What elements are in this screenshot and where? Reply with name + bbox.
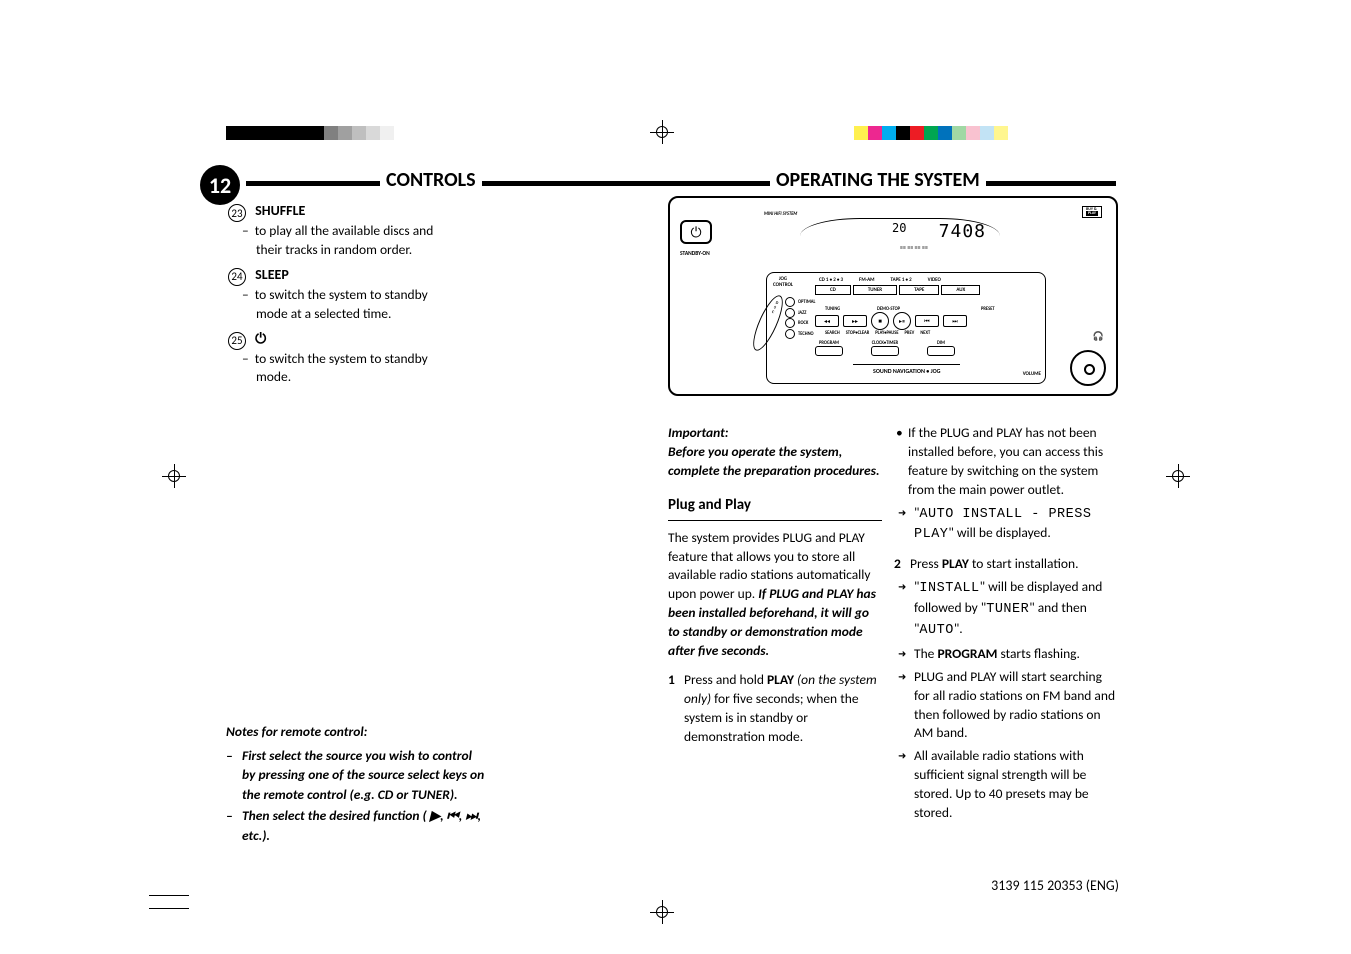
diag-transport-labels: SEARCHSTOP•CLEARPLAY•PAUSEPREVNEXT — [825, 331, 930, 336]
item-desc: to play all the available discs and thei… — [256, 222, 456, 260]
important-label: Important: — [668, 424, 729, 441]
diag-transport-buttons: ◂◂▸▸■▸⏸⏮⏭ — [815, 315, 967, 330]
diag-system-label: MINI HIFI SYSTEM — [764, 212, 797, 217]
document-code: 3139 115 20353 (ENG) — [991, 877, 1119, 894]
diag-source-labels: CD 1 • 2 • 3FM-AMTAPE 1 • 2VIDEO — [819, 277, 941, 283]
notes-line: Then select the desired function ( ▶, ⏮,… — [226, 806, 486, 845]
registration-mark-top — [650, 120, 674, 144]
item-title: SHUFFLE — [255, 202, 305, 219]
system-diagram: MINI HIFI SYSTEM ⏻ STANDBY-ON 20 7408 ≡≡… — [668, 196, 1118, 396]
step-text: to start installation. — [969, 555, 1079, 572]
item-number: 25 — [228, 332, 246, 350]
notes-header: Notes for remote control: — [226, 722, 486, 742]
registration-mark-left — [162, 464, 186, 488]
diag-jog-label: JOGCONTROL — [773, 277, 793, 288]
diag-volume-knob — [1070, 350, 1106, 386]
step-bold: PLAY — [942, 555, 969, 572]
controls-list: 23 SHUFFLE to play all the available dis… — [228, 202, 638, 393]
result-stored: All available radio stations with suffic… — [894, 747, 1118, 823]
result-program: The PROGRAM starts flashing. — [894, 645, 1118, 664]
diag-jog-wheel: DSC — [748, 292, 789, 354]
diag-lcd: 20 7408 ≡≡ ≡≡ ≡≡ ≡≡ — [800, 218, 1000, 254]
text-column-b: If the PLUG and PLAY has not been instal… — [894, 424, 1118, 823]
print-color-bar-left — [226, 126, 408, 140]
txt: " will be displayed. — [948, 524, 1050, 541]
important-text: Before you operate the system, complete … — [668, 443, 880, 479]
diag-lcd-big: 7408 — [939, 221, 986, 242]
step-1: 1 Press and hold PLAY (on the system onl… — [668, 671, 882, 747]
lcd-text: INSTALL — [919, 581, 979, 596]
result-searching: PLUG and PLAY will start searching for a… — [894, 668, 1118, 744]
registration-mark-bottom — [650, 900, 674, 924]
heading-controls: CONTROLS — [380, 168, 482, 192]
item-number: 24 — [228, 268, 246, 286]
step-2: 2 Press PLAY to start installation. — [894, 555, 1118, 574]
item-desc: to switch the system to standby mode at … — [256, 286, 456, 324]
txt: starts flashing. — [997, 645, 1080, 662]
diag-control-panel: JOGCONTROL DSC OPTIMALJAZZROCKTECHNO CD … — [766, 272, 1046, 384]
diag-lower-buttons: PROGRAMCLOCK•TIMERDIM — [815, 341, 955, 356]
item-title: SLEEP — [255, 266, 289, 283]
headphone-icon: 🎧 — [1093, 331, 1104, 342]
item-power: 25 ⏻ to switch the system to standby mod… — [228, 330, 638, 388]
registration-mark-right — [1166, 464, 1190, 488]
bullet-note: If the PLUG and PLAY has not been instal… — [894, 424, 1118, 500]
bold: PROGRAM — [937, 645, 997, 662]
item-desc: to switch the system to standby mode. — [256, 350, 456, 388]
plug-play-intro: The system provides PLUG and PLAY featur… — [668, 529, 882, 661]
text-column-a: Important: Before you operate the system… — [668, 424, 882, 746]
notes-line: First select the source you wish to cont… — [226, 746, 486, 805]
diag-power-button: ⏻ — [680, 220, 712, 244]
diag-lcd-icons: ≡≡ ≡≡ ≡≡ ≡≡ — [900, 243, 928, 251]
diag-standby-label: STANDBY-ON — [680, 251, 710, 257]
heading-operating: OPERATING THE SYSTEM — [770, 168, 986, 192]
power-icon: ⏻ — [255, 330, 266, 347]
result-display: "INSTALL" will be displayed and followed… — [894, 578, 1118, 641]
lcd-text: AUTO — [919, 623, 953, 638]
diag-function-labels: TUNINGDEMO-STOPPRESET — [825, 307, 1025, 312]
diag-lcd-small: 20 — [892, 221, 906, 235]
lcd-text: TUNER — [986, 602, 1029, 617]
step-number: 2 — [894, 555, 901, 574]
power-icon: ⏻ — [690, 224, 701, 241]
item-number: 23 — [228, 204, 246, 222]
step-text: Press and hold — [684, 671, 767, 688]
item-shuffle: 23 SHUFFLE to play all the available dis… — [228, 202, 638, 260]
step-text: Press — [910, 555, 942, 572]
item-sleep: 24 SLEEP to switch the system to standby… — [228, 266, 638, 324]
step-number: 1 — [668, 671, 675, 690]
diag-volume-label: VOLUME — [1023, 371, 1041, 377]
diag-source-tabs: CDTUNERTAPEAUX — [815, 285, 980, 295]
crop-mark — [149, 895, 189, 896]
crop-mark — [149, 908, 189, 909]
page-number-badge: 12 — [200, 165, 240, 205]
diag-sound-presets: OPTIMALJAZZROCKTECHNO — [785, 297, 815, 340]
buy-play-bot: PLAY — [1086, 211, 1098, 216]
right-content: MINI HIFI SYSTEM ⏻ STANDBY-ON 20 7408 ≡≡… — [668, 196, 1118, 420]
diag-sound-nav-label: SOUND NAVIGATION • JOG — [853, 364, 960, 377]
result-display: "AUTO INSTALL - PRESS PLAY" will be disp… — [894, 504, 1118, 546]
step-bold: PLAY — [767, 671, 794, 688]
remote-control-notes: Notes for remote control: First select t… — [226, 722, 486, 847]
diag-buy-play-badge: BUY & PLAY — [1082, 206, 1102, 218]
print-color-bar-right — [840, 126, 1008, 140]
txt: ". — [954, 620, 963, 637]
txt: The — [914, 645, 937, 662]
section-heading-plug-play: Plug and Play — [668, 495, 882, 521]
important-note: Important: Before you operate the system… — [668, 424, 882, 481]
